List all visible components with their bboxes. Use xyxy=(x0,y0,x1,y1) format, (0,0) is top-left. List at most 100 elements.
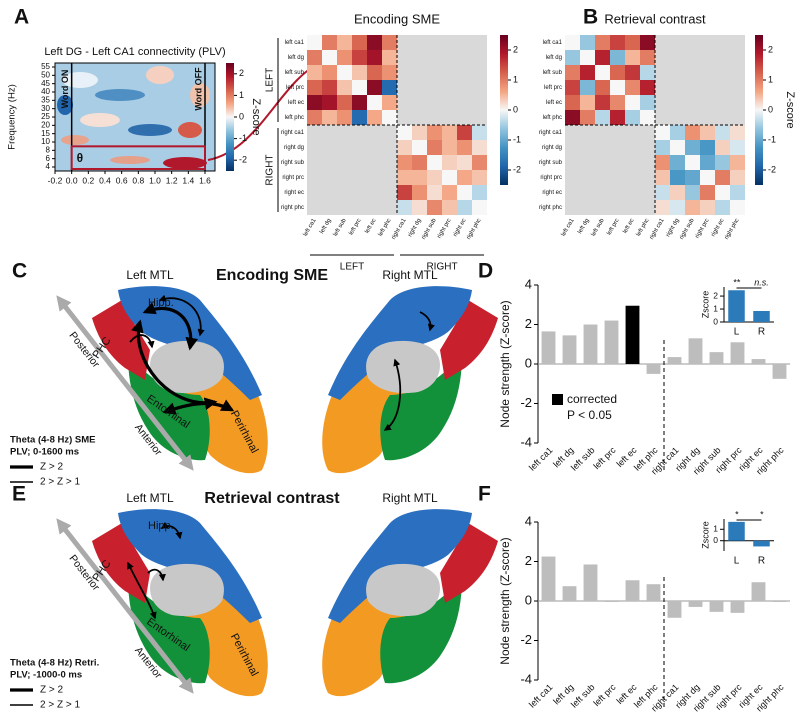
heatmap-cell xyxy=(337,110,352,125)
heatmap-cell xyxy=(307,50,322,65)
masked-cell xyxy=(382,170,397,185)
col-label: left sub xyxy=(591,217,606,237)
heatmap-cell xyxy=(472,170,487,185)
masked-cell xyxy=(625,125,640,140)
diagram-strong: Z > 2 xyxy=(40,462,64,473)
y-tick-label: -4 xyxy=(520,434,532,449)
y-tick-label: 25 xyxy=(41,112,50,121)
heatmap-cell xyxy=(442,200,457,215)
col-label: left dg xyxy=(319,218,332,235)
bar xyxy=(625,580,640,601)
masked-cell xyxy=(670,110,685,125)
colorbar-label: Z-score xyxy=(250,98,262,135)
col-label: left prc xyxy=(348,218,362,237)
masked-cell xyxy=(565,200,580,215)
y-tick-label: 8 xyxy=(46,145,51,154)
row-label: right ec xyxy=(284,190,304,196)
colorbar xyxy=(755,35,763,185)
y-axis-label: Node strength (Z-score) xyxy=(498,300,512,427)
row-label: left ec xyxy=(288,100,304,106)
diagram-weak: 2 > Z > 1 xyxy=(40,477,80,488)
heatmap-cell xyxy=(382,35,397,50)
heatmap-cell xyxy=(337,65,352,80)
masked-cell xyxy=(412,50,427,65)
heatmap-cell xyxy=(730,170,745,185)
masked-cell xyxy=(730,110,745,125)
masked-cell xyxy=(640,200,655,215)
heatmap-cell xyxy=(730,200,745,215)
heatmap-cell xyxy=(412,170,427,185)
masked-cell xyxy=(610,125,625,140)
y-tick-label: 55 xyxy=(41,62,50,71)
heatmap-cell xyxy=(700,200,715,215)
x-tick-label: 1.2 xyxy=(166,175,178,185)
masked-cell xyxy=(580,155,595,170)
heatmap-cell xyxy=(640,65,655,80)
panel-label: B xyxy=(583,6,598,29)
masked-cell xyxy=(457,95,472,110)
y-tick-label: 1 xyxy=(713,303,718,313)
heatmap-cell xyxy=(685,185,700,200)
masked-cell xyxy=(565,140,580,155)
row-label: left prc xyxy=(286,85,304,91)
heatmap-cell xyxy=(427,200,442,215)
col-label: right ec xyxy=(453,218,468,238)
masked-cell xyxy=(457,65,472,80)
masked-cell xyxy=(685,35,700,50)
masked-cell xyxy=(457,35,472,50)
masked-cell xyxy=(442,80,457,95)
masked-cell xyxy=(565,185,580,200)
diagram-left-title: Left MTL xyxy=(126,268,174,282)
masked-cell xyxy=(442,110,457,125)
masked-cell xyxy=(367,155,382,170)
diagram-hipp: Hipp. xyxy=(148,297,174,309)
diagram-legend-title: Theta (4-8 Hz) Retri. xyxy=(10,658,99,669)
masked-cell xyxy=(382,200,397,215)
masked-cell xyxy=(457,80,472,95)
heatmap-cell xyxy=(625,110,640,125)
x-tick-label: -0.2 xyxy=(48,175,63,185)
masked-cell xyxy=(352,185,367,200)
heatmap-cell xyxy=(610,80,625,95)
bar xyxy=(688,601,703,607)
masked-cell xyxy=(427,80,442,95)
masked-cell xyxy=(565,170,580,185)
bar xyxy=(730,342,745,364)
heatmap-cell xyxy=(730,125,745,140)
heatmap-cell xyxy=(457,125,472,140)
bar xyxy=(772,364,787,379)
heatmap-cell xyxy=(307,80,322,95)
masked-cell xyxy=(595,140,610,155)
masked-cell xyxy=(397,50,412,65)
heatmap-cell xyxy=(397,185,412,200)
col-label: right ca1 xyxy=(391,217,408,241)
y-axis-label: Zscore xyxy=(700,521,710,549)
masked-cell xyxy=(427,50,442,65)
heatmap-cell xyxy=(700,185,715,200)
heatmap-cell xyxy=(730,185,745,200)
masked-cell xyxy=(655,65,670,80)
heatmap-cell xyxy=(322,80,337,95)
bar xyxy=(688,338,703,364)
bar xyxy=(625,305,640,364)
col-label: left sub xyxy=(333,217,348,237)
masked-cell xyxy=(655,110,670,125)
y-tick-label: 30 xyxy=(41,104,50,113)
heatmap-cell xyxy=(565,65,580,80)
y-tick-label: 10 xyxy=(41,137,50,146)
x-tick-label: 1.0 xyxy=(149,175,161,185)
heatmap-cell xyxy=(472,140,487,155)
masked-cell xyxy=(412,95,427,110)
heatmap-cell xyxy=(580,95,595,110)
y-tick-label: 0 xyxy=(713,535,718,545)
bar xyxy=(604,320,619,364)
masked-cell xyxy=(565,155,580,170)
legend-note: P < 0.05 xyxy=(567,408,612,422)
diagram-legend-title: Theta (4-8 Hz) SME xyxy=(10,435,96,446)
heatmap-cell xyxy=(670,125,685,140)
diagram-title: Encoding SME xyxy=(216,267,328,284)
row-label: right ca1 xyxy=(281,130,305,136)
heatmap-cell xyxy=(412,125,427,140)
masked-cell xyxy=(367,200,382,215)
heatmap-cell xyxy=(322,50,337,65)
